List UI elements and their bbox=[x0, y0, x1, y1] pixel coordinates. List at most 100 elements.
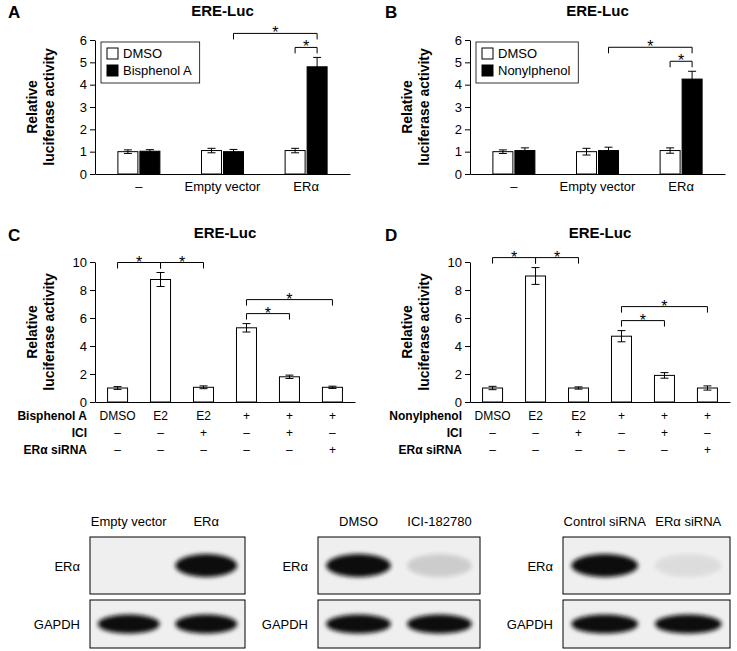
condition-cell: + bbox=[661, 409, 668, 423]
x-axis-line bbox=[471, 174, 726, 175]
y-tick-mark bbox=[465, 346, 470, 347]
panel-label: C bbox=[8, 226, 20, 245]
western-blot: Control siRNAERα siRNAERαGAPDH bbox=[507, 514, 730, 648]
bar bbox=[515, 151, 535, 174]
error-bar bbox=[208, 148, 216, 152]
x-tick-label: Empty vector bbox=[185, 179, 262, 194]
condition-cell: – bbox=[157, 426, 164, 440]
blot-row-label: GAPDH bbox=[262, 617, 308, 632]
condition-cell: E2 bbox=[528, 409, 543, 423]
significance: * bbox=[493, 249, 536, 266]
y-tick: 6 bbox=[455, 311, 470, 326]
condition-row-label: Bisphenol A bbox=[17, 409, 87, 423]
significance-label: * bbox=[272, 24, 278, 41]
legend-swatch bbox=[107, 65, 118, 76]
bar bbox=[194, 387, 214, 402]
marks bbox=[493, 71, 702, 174]
y-tick-mark bbox=[465, 40, 470, 41]
y-tick-label: 2 bbox=[455, 122, 462, 137]
blot-band bbox=[571, 554, 638, 577]
condition-row-label: Nonylphenol bbox=[389, 409, 462, 423]
y-axis-title-line: luciferase activity bbox=[41, 48, 57, 166]
condition-cell: + bbox=[575, 426, 582, 440]
chart-title: ERE-Luc bbox=[191, 2, 254, 19]
y-tick: 8 bbox=[80, 283, 95, 298]
blot-band bbox=[326, 554, 391, 577]
legend-label: DMSO bbox=[498, 46, 537, 61]
panel: BERE-Luc0123456–Empty vectorERαRelativel… bbox=[385, 2, 726, 194]
legend-swatch bbox=[482, 48, 493, 59]
y-tick-mark bbox=[465, 107, 470, 108]
y-tick-mark bbox=[90, 318, 95, 319]
blot-band bbox=[571, 614, 638, 633]
legend-label: Nonylphenol bbox=[498, 63, 570, 78]
y-tick-mark bbox=[90, 346, 95, 347]
y-tick-label: 5 bbox=[455, 55, 462, 70]
bar bbox=[307, 67, 327, 174]
x-axis-line bbox=[96, 402, 356, 403]
lane-label: ERα siRNA bbox=[655, 514, 721, 529]
y-tick-label: 4 bbox=[455, 77, 462, 92]
blot-band bbox=[326, 614, 391, 633]
significance: * bbox=[246, 291, 332, 308]
blot-membrane bbox=[563, 537, 730, 594]
lane-label: Empty vector bbox=[91, 514, 168, 529]
bar bbox=[151, 280, 171, 403]
condition-cell: E2 bbox=[196, 409, 211, 423]
bar bbox=[202, 151, 222, 174]
y-tick-label: 6 bbox=[80, 311, 87, 326]
panel-label: A bbox=[8, 3, 20, 22]
legend: DMSOBisphenol A bbox=[101, 42, 200, 83]
blot-band bbox=[175, 554, 237, 577]
marks bbox=[483, 268, 718, 402]
y-tick-label: 0 bbox=[80, 167, 87, 182]
error-bar bbox=[146, 150, 154, 153]
y-axis: 0246810 bbox=[73, 255, 96, 410]
y-tick-mark bbox=[465, 129, 470, 130]
bar bbox=[654, 375, 674, 402]
chart-title: ERE-Luc bbox=[569, 224, 632, 241]
legend-frame bbox=[476, 42, 578, 83]
y-tick: 4 bbox=[80, 339, 95, 354]
bar bbox=[285, 151, 305, 174]
y-tick: 2 bbox=[80, 367, 95, 382]
y-tick: 4 bbox=[455, 339, 470, 354]
y-axis-line bbox=[95, 263, 96, 403]
panel: DERE-Luc0246810Relativeluciferase activi… bbox=[385, 224, 731, 457]
condition-cell: – bbox=[489, 426, 496, 440]
error-bar bbox=[521, 148, 529, 153]
significance: * bbox=[536, 249, 579, 266]
error-bar bbox=[583, 148, 591, 155]
x-axis-line bbox=[471, 402, 731, 403]
lane-label: ERα bbox=[193, 514, 219, 529]
error-bar bbox=[666, 148, 674, 153]
x-axis: –Empty vectorERα bbox=[471, 175, 726, 195]
significance-label: * bbox=[179, 254, 185, 271]
significance: * bbox=[670, 52, 692, 69]
legend-label: DMSO bbox=[123, 46, 162, 61]
x-tick: – bbox=[510, 179, 518, 194]
significance-label: * bbox=[136, 254, 142, 271]
y-tick: 8 bbox=[455, 283, 470, 298]
significance-label: * bbox=[678, 52, 684, 69]
condition-cell: + bbox=[704, 409, 711, 423]
significance-label: * bbox=[303, 38, 309, 55]
condition-cell: + bbox=[618, 409, 625, 423]
error-bar bbox=[157, 273, 165, 287]
condition-cell: – bbox=[532, 426, 539, 440]
error-bar bbox=[575, 387, 583, 389]
blot-membrane bbox=[563, 600, 730, 648]
bar bbox=[569, 388, 589, 402]
blot-membrane bbox=[318, 600, 480, 648]
y-tick-label: 4 bbox=[80, 339, 87, 354]
y-tick: 1 bbox=[80, 144, 95, 159]
chart-title: ERE-Luc bbox=[566, 2, 629, 19]
blot-band bbox=[407, 614, 472, 633]
condition-cell: – bbox=[114, 426, 121, 440]
y-axis-line bbox=[95, 41, 96, 175]
significance-label: * bbox=[265, 305, 271, 322]
y-tick-label: 5 bbox=[80, 55, 87, 70]
y-tick-mark bbox=[90, 152, 95, 153]
y-tick-mark bbox=[90, 290, 95, 291]
marks bbox=[108, 273, 343, 403]
